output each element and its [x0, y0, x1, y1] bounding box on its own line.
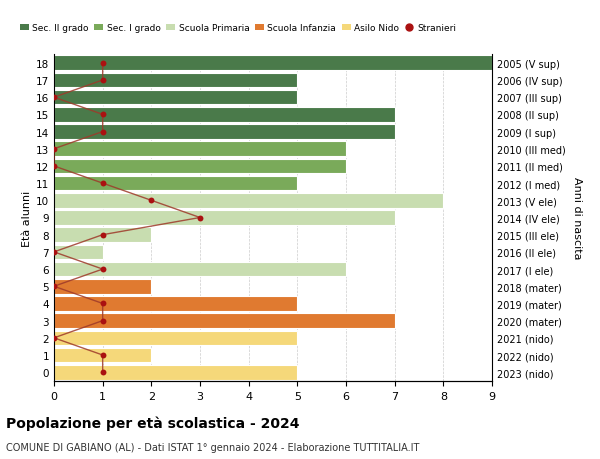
Point — [98, 317, 107, 325]
Bar — [54, 142, 346, 157]
Point — [49, 146, 59, 153]
Bar — [54, 331, 298, 345]
Point — [98, 300, 107, 308]
Text: COMUNE DI GABIANO (AL) - Dati ISTAT 1° gennaio 2024 - Elaborazione TUTTITALIA.IT: COMUNE DI GABIANO (AL) - Dati ISTAT 1° g… — [6, 442, 419, 452]
Point — [98, 77, 107, 84]
Point — [146, 197, 156, 205]
Point — [98, 112, 107, 119]
Point — [49, 94, 59, 101]
Point — [98, 352, 107, 359]
Point — [49, 163, 59, 170]
Bar — [54, 365, 298, 380]
Point — [98, 180, 107, 187]
Point — [49, 283, 59, 290]
Bar — [54, 91, 298, 105]
Point — [98, 231, 107, 239]
Y-axis label: Età alunni: Età alunni — [22, 190, 32, 246]
Point — [98, 266, 107, 273]
Bar — [54, 194, 443, 208]
Point — [98, 60, 107, 67]
Legend: Sec. II grado, Sec. I grado, Scuola Primaria, Scuola Infanzia, Asilo Nido, Stran: Sec. II grado, Sec. I grado, Scuola Prim… — [16, 21, 460, 37]
Bar — [54, 228, 151, 242]
Bar — [54, 56, 492, 71]
Point — [195, 214, 205, 222]
Bar — [54, 262, 346, 277]
Y-axis label: Anni di nascita: Anni di nascita — [572, 177, 582, 259]
Bar — [54, 297, 298, 311]
Text: Popolazione per età scolastica - 2024: Popolazione per età scolastica - 2024 — [6, 415, 299, 430]
Bar — [54, 108, 395, 123]
Point — [98, 129, 107, 136]
Point — [49, 335, 59, 342]
Point — [98, 369, 107, 376]
Bar — [54, 313, 395, 328]
Bar — [54, 159, 346, 174]
Point — [49, 249, 59, 256]
Bar — [54, 348, 151, 363]
Bar — [54, 211, 395, 225]
Bar — [54, 280, 151, 294]
Bar — [54, 176, 298, 191]
Bar — [54, 125, 395, 140]
Bar — [54, 73, 298, 88]
Bar — [54, 245, 103, 260]
